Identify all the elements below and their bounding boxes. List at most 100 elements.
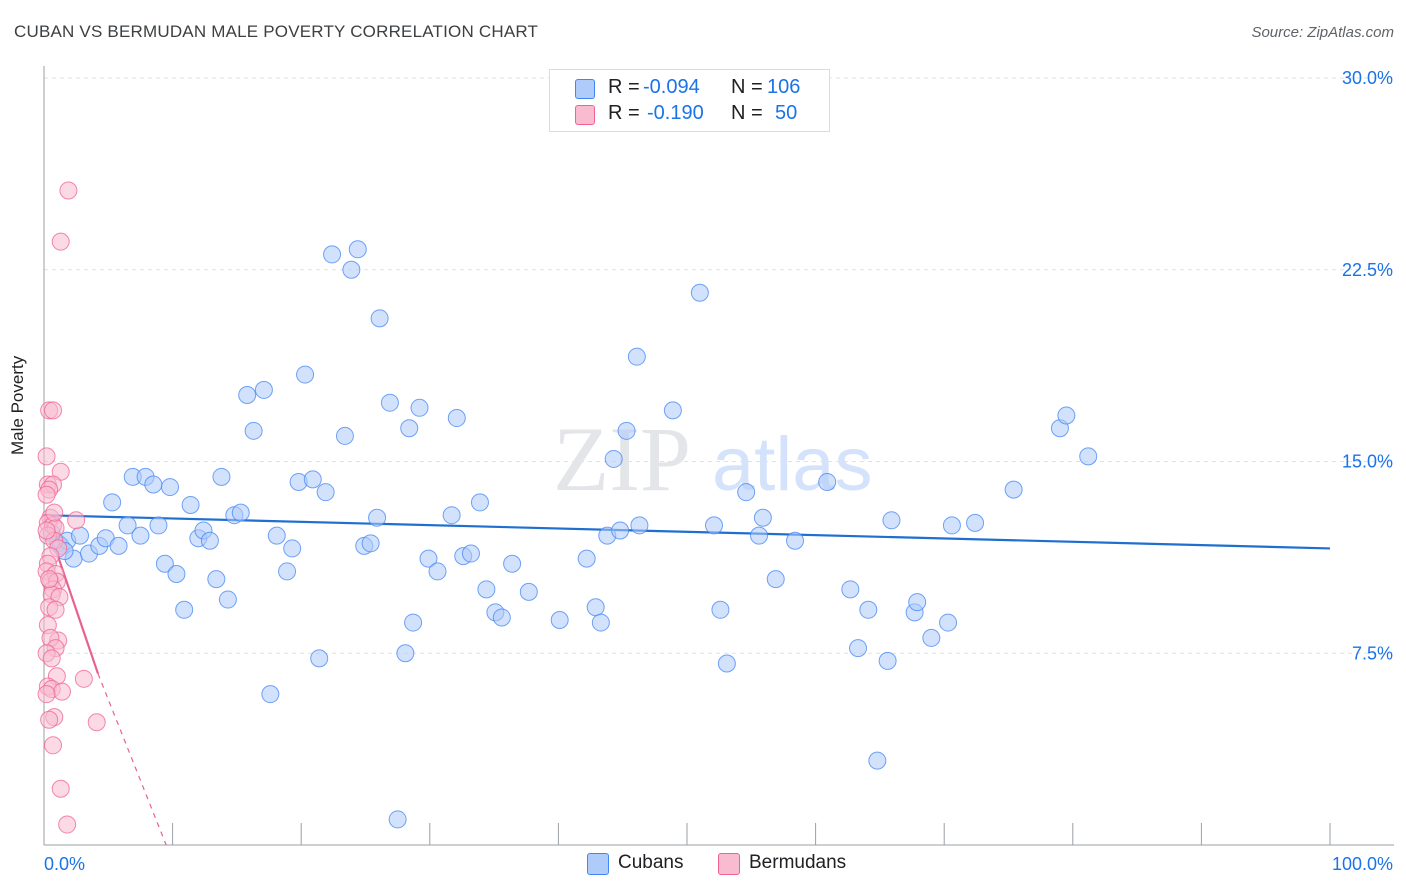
legend-r-value: -0.094 bbox=[643, 76, 700, 98]
cubans-point bbox=[786, 531, 805, 550]
cubans-point bbox=[267, 526, 286, 545]
watermark-atlas: atlas bbox=[712, 422, 873, 507]
cubans-point bbox=[428, 562, 447, 581]
bermudans-point bbox=[44, 736, 63, 755]
bermudans-point bbox=[67, 511, 86, 530]
bermudans-point bbox=[40, 710, 59, 729]
cubans-point bbox=[766, 570, 785, 589]
cubans-point bbox=[254, 380, 273, 399]
cubans-point bbox=[419, 549, 438, 568]
bermudans-point bbox=[87, 713, 106, 732]
cubans-point bbox=[310, 649, 329, 668]
cubans-point bbox=[550, 611, 569, 630]
cubans-point bbox=[316, 483, 335, 502]
legend-n-label: N = bbox=[731, 76, 763, 98]
cubans-point bbox=[131, 526, 150, 545]
bermudans-point bbox=[45, 503, 64, 522]
cubans-point bbox=[175, 600, 194, 619]
bermudans-point bbox=[44, 401, 63, 420]
cubans-point bbox=[1004, 480, 1023, 499]
cubans-point bbox=[753, 508, 772, 527]
cubans-point bbox=[103, 493, 122, 512]
bottom-legend-label-bermudans: Bermudans bbox=[749, 852, 847, 873]
cubans-point bbox=[1057, 406, 1076, 425]
cubans-point bbox=[410, 398, 429, 417]
cubans-point bbox=[477, 580, 496, 599]
cubans-point bbox=[244, 421, 263, 440]
cubans-point bbox=[492, 608, 511, 627]
bermudans-point bbox=[37, 685, 56, 704]
y-axis-label: Male Poverty bbox=[8, 355, 27, 455]
cubans-point bbox=[118, 516, 137, 535]
cubans-point bbox=[144, 475, 163, 494]
bottom-legend-swatch-bermudans bbox=[718, 853, 740, 875]
cubans-point bbox=[404, 613, 423, 632]
cubans-point bbox=[388, 810, 407, 829]
cubans-point bbox=[335, 426, 354, 445]
cubans-point bbox=[882, 511, 901, 530]
cubans-point bbox=[611, 521, 630, 540]
cubans-point bbox=[212, 467, 231, 486]
cubans-point bbox=[966, 513, 985, 532]
legend-n-label: N = bbox=[731, 102, 763, 124]
bermudans-point bbox=[37, 447, 56, 466]
cubans-point bbox=[231, 503, 250, 522]
bottom-legend-label-cubans: Cubans bbox=[618, 852, 684, 873]
trend-line bbox=[43, 514, 1331, 550]
cubans-point bbox=[261, 685, 280, 704]
cubans-point bbox=[586, 598, 605, 617]
cubans-point bbox=[442, 506, 461, 525]
bermudans-point bbox=[51, 232, 70, 251]
cubans-point bbox=[617, 421, 636, 440]
legend-swatch-cubans bbox=[575, 79, 595, 99]
legend-r-value: -0.190 bbox=[647, 102, 704, 124]
x-tick-label: 100.0% bbox=[1332, 854, 1393, 874]
legend-n-value: 50 bbox=[775, 102, 798, 124]
bermudans-point bbox=[40, 570, 59, 589]
cubans-point bbox=[207, 570, 226, 589]
cubans-point bbox=[663, 401, 682, 420]
cubans-point bbox=[348, 240, 367, 259]
cubans-point bbox=[396, 644, 415, 663]
y-tick-label: 22.5% bbox=[1342, 260, 1393, 280]
cubans-point bbox=[370, 309, 389, 328]
cubans-point bbox=[200, 531, 219, 550]
cubans-point bbox=[181, 495, 200, 514]
cubans-point bbox=[630, 516, 649, 535]
cubans-point bbox=[737, 483, 756, 502]
cubans-point bbox=[1079, 447, 1098, 466]
cubans-point bbox=[238, 386, 257, 405]
cubans-point bbox=[461, 544, 480, 563]
legend-swatch-bermudans bbox=[575, 105, 595, 125]
cubans-point bbox=[627, 347, 646, 366]
cubans-point bbox=[591, 613, 610, 632]
data-points bbox=[37, 181, 1098, 834]
tick-labels: 7.5% 15.0% 22.5% 30.0% 0.0% 100.0% bbox=[44, 68, 1393, 874]
cubans-point bbox=[361, 534, 380, 553]
cubans-point bbox=[218, 590, 237, 609]
cubans-point bbox=[368, 508, 387, 527]
cubans-point bbox=[283, 539, 302, 558]
y-tick-label: 7.5% bbox=[1352, 643, 1393, 663]
cubans-point bbox=[167, 564, 186, 583]
cubans-point bbox=[71, 526, 90, 545]
cubans-point bbox=[939, 613, 958, 632]
trend-line-extension bbox=[97, 673, 167, 846]
cubans-point bbox=[711, 600, 730, 619]
source-credit: Source: ZipAtlas.com bbox=[1251, 24, 1394, 41]
bermudans-point bbox=[42, 649, 61, 668]
legend-row-cubans: R = -0.094 N = 106 bbox=[550, 75, 829, 101]
cubans-point bbox=[380, 393, 399, 412]
cubans-point bbox=[503, 554, 522, 573]
cubans-point bbox=[818, 472, 837, 491]
cubans-point bbox=[922, 628, 941, 647]
cubans-point bbox=[868, 751, 887, 770]
cubans-point bbox=[161, 478, 180, 497]
watermark: ZIP atlas bbox=[553, 408, 873, 510]
legend-r-label: R = bbox=[608, 102, 640, 124]
legend: R = -0.094 N = 106 R = -0.190 N = 50 bbox=[549, 69, 830, 132]
bermudans-point bbox=[51, 779, 70, 798]
cubans-point bbox=[400, 419, 419, 438]
bermudans-point bbox=[58, 815, 77, 834]
